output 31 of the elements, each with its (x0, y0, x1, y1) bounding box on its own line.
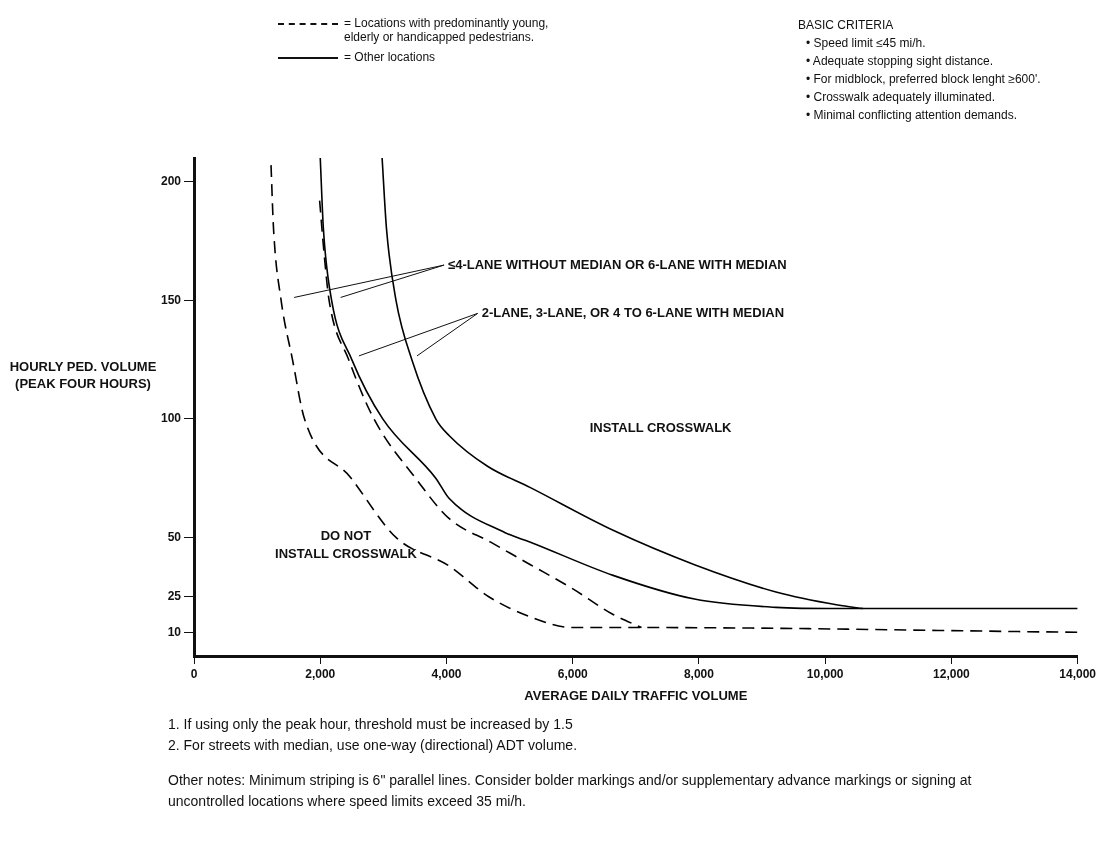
text: • Adequate stopping sight distance. (805, 53, 994, 70)
annotation: INSTALL CROSSWALK (589, 420, 733, 436)
text: = Other locations (344, 50, 436, 64)
text: 1. If using only the peak hour, threshold must be increased by 1.5 (168, 715, 574, 734)
x-axis-title: AVERAGE DAILY TRAFFIC VOLUME (524, 687, 748, 703)
x-tick-label: 10,000 (806, 666, 844, 681)
text: 2. For streets with median, use one-way (directional) ADT volume. (168, 736, 579, 755)
x-tick-label: 6,000 (557, 666, 589, 681)
x-tick-label: 0 (190, 666, 198, 681)
text: • Minimal conflicting attention demands. (805, 107, 1018, 124)
annotation: DO NOT INSTALL CROSSWALK (275, 528, 418, 562)
text: • Crosswalk adequately illuminated. (805, 89, 996, 106)
text: = Locations with predominantly young, elderly or handicapped pedestrians. (344, 16, 550, 44)
y-tick-label: 25 (167, 589, 182, 604)
y-tick-label: 150 (160, 292, 182, 307)
y-axis-title: HOURLY PED. VOLUME (PEAK FOUR HOURS) (8, 358, 158, 392)
text: • For midblock, preferred block lenght ≥600'. (805, 71, 1041, 88)
annotation: 2-LANE, 3-LANE, OR 4 TO 6-LANE WITH MEDIAN (481, 304, 785, 320)
text: BASIC CRITERIA (798, 17, 895, 34)
text: • Speed limit ≤45 mi/h. (805, 35, 927, 52)
x-tick-label: 4,000 (431, 666, 462, 681)
x-tick-label: 12,000 (933, 666, 971, 681)
x-tick-label: 14,000 (1059, 666, 1097, 681)
x-tick-label: 2,000 (305, 666, 336, 681)
annotation: ≤4-LANE WITHOUT MEDIAN OR 6-LANE WITH MEDIAN (448, 256, 787, 272)
x-tick-label: 8,000 (683, 666, 715, 681)
y-tick-label: 100 (160, 411, 182, 426)
text: Other notes: Minimum striping is 6" parallel lines. Consider bolder markings and/or supplementary advance markings or signing at uncontrolled locations where speed limits exceed 35 mi/h. (168, 771, 973, 811)
y-tick-label: 10 (167, 624, 182, 639)
y-tick-label: 50 (167, 529, 182, 544)
y-tick-label: 200 (160, 174, 182, 189)
